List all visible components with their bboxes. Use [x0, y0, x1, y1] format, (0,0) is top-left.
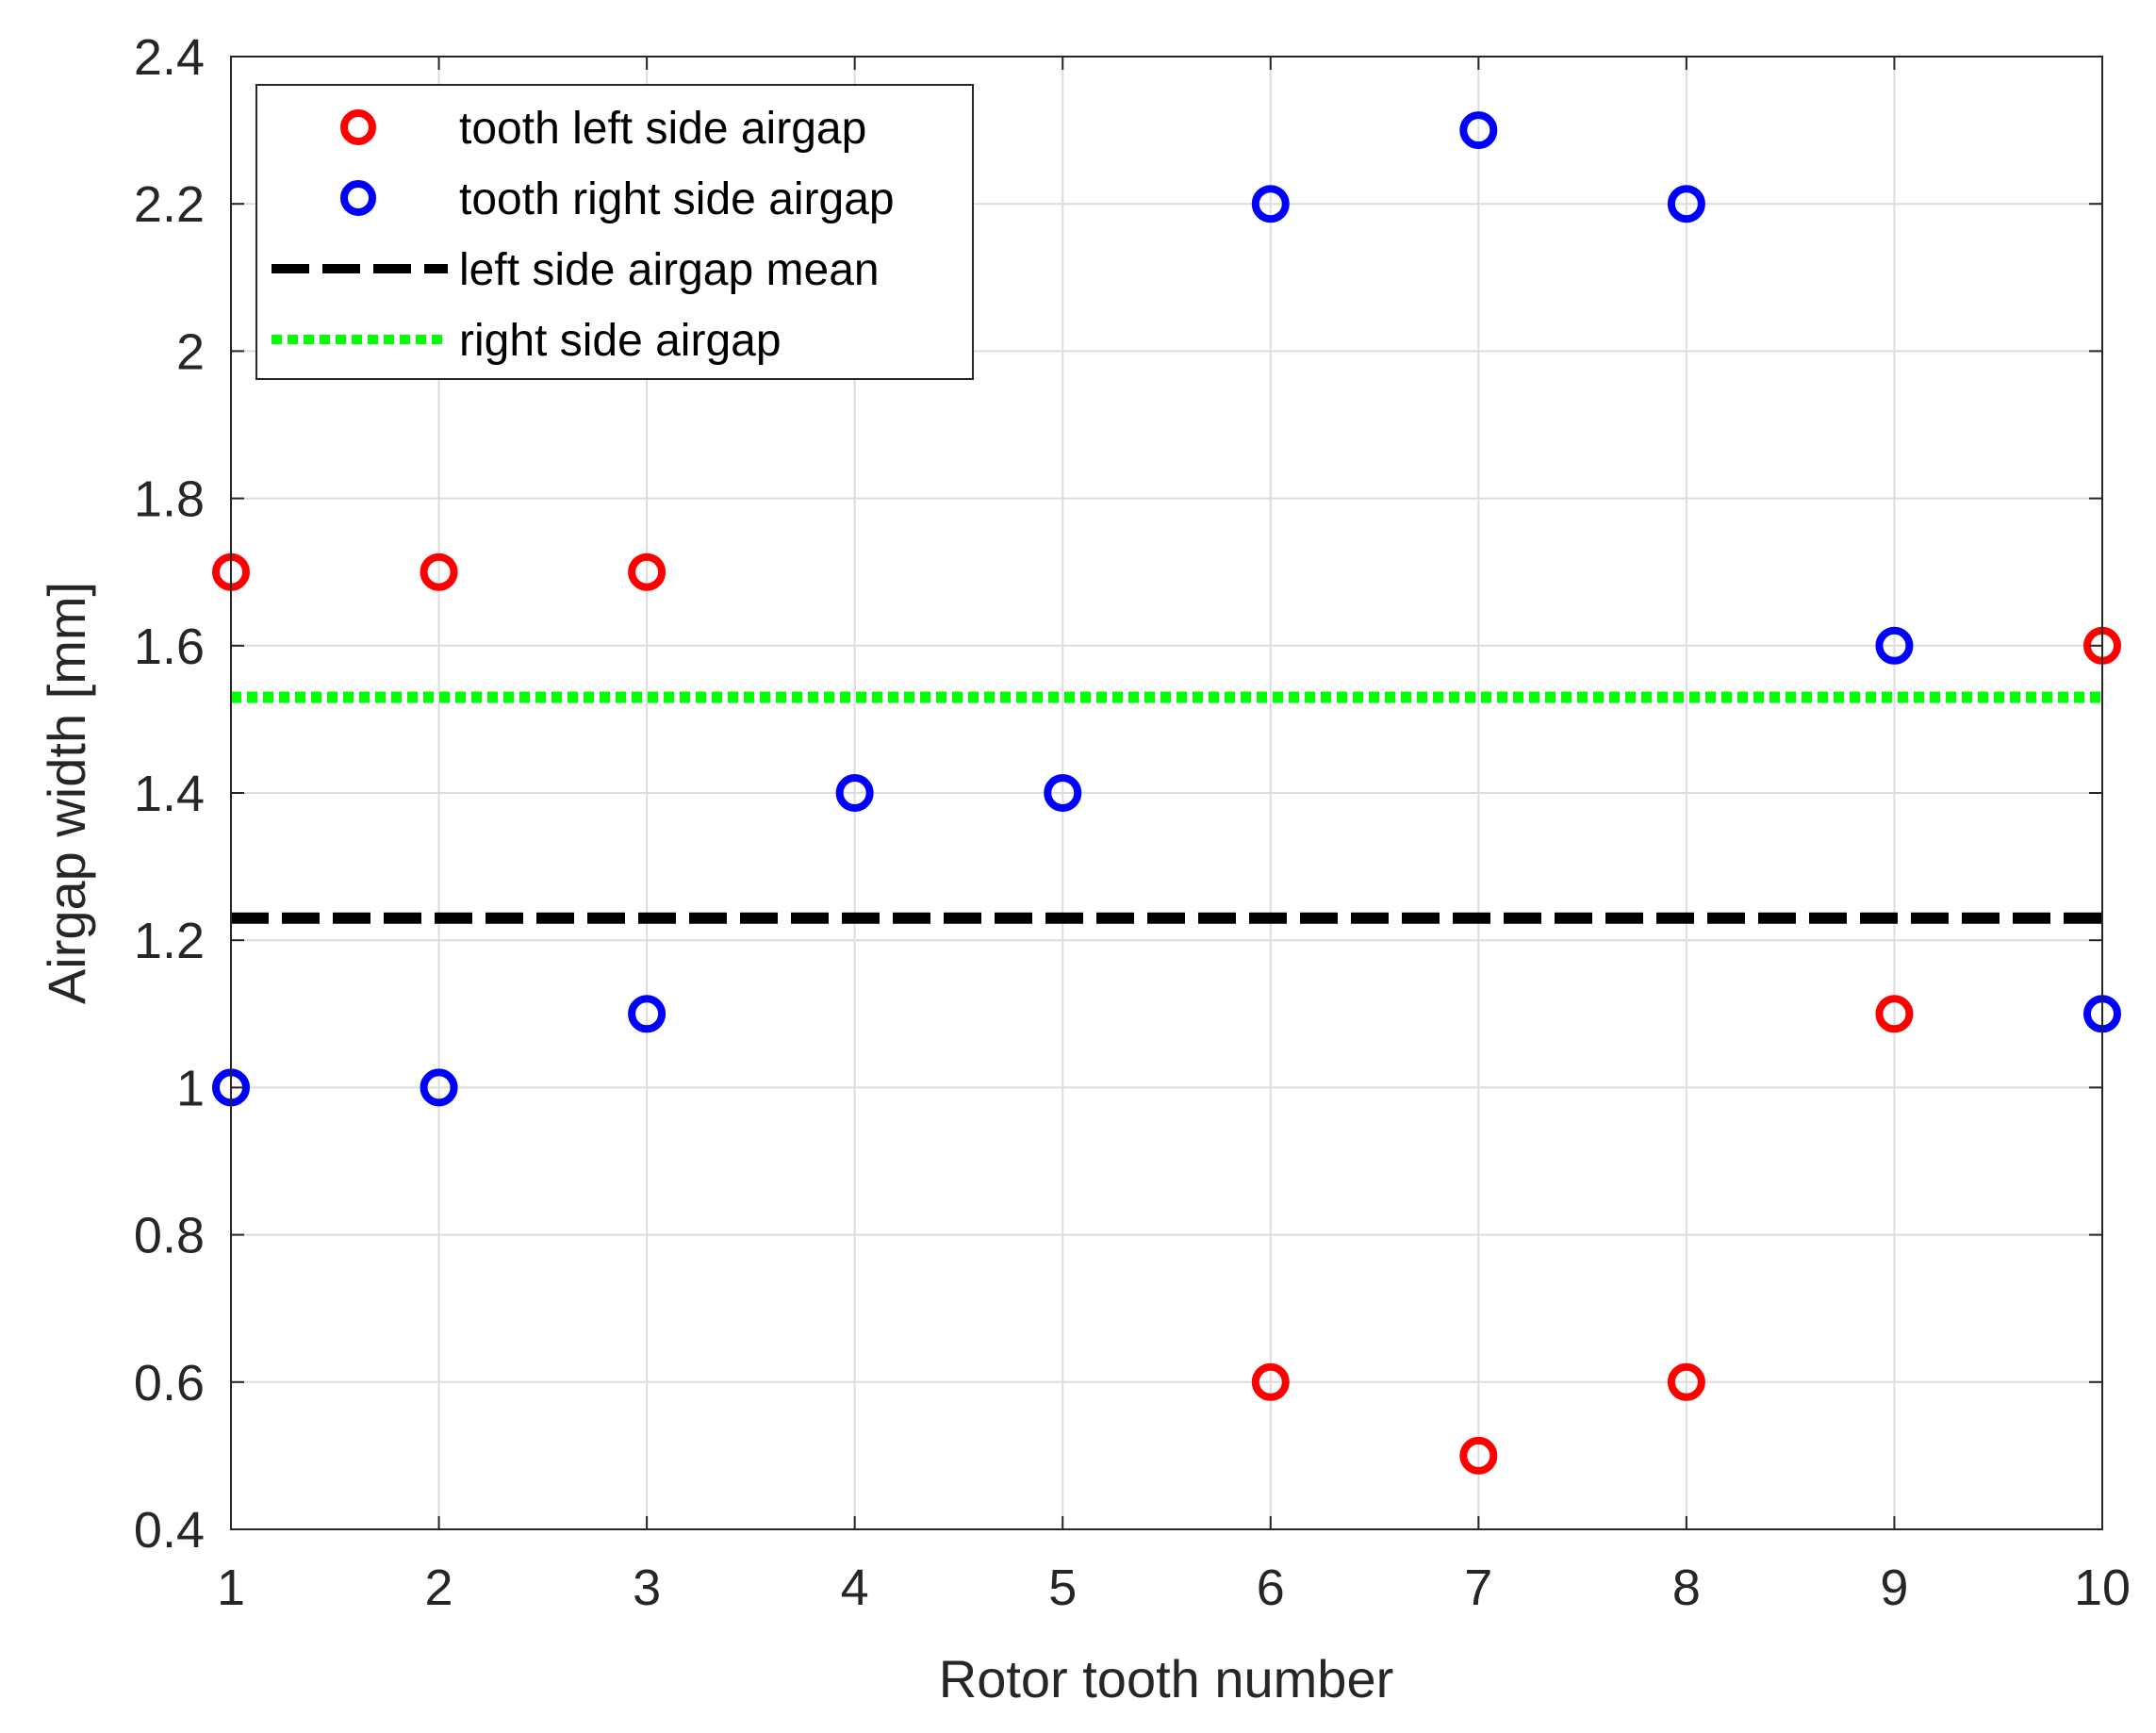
data-point: [1875, 995, 1914, 1033]
y-axis-label: Airgap width [mm]: [37, 582, 96, 1004]
y-tick-label: 0.4: [134, 1502, 205, 1559]
legend-label: tooth right side airgap: [459, 174, 895, 224]
legend-label: left side airgap mean: [459, 245, 880, 295]
data-point: [420, 1068, 458, 1107]
reference-lines: [231, 691, 2102, 924]
data-point: [628, 995, 667, 1033]
y-tick-label: 1.4: [134, 766, 205, 822]
x-tick-label: 6: [1257, 1560, 1285, 1616]
y-tick-label: 1.8: [134, 471, 205, 528]
x-axis-ticks: 1 2 3 4 5 6 7 8 9 10: [217, 57, 2131, 1616]
data-point: [1667, 185, 1705, 223]
data-point: [420, 553, 458, 591]
data-point: [1044, 774, 1082, 812]
grid: [230, 56, 2103, 1530]
legend-label: right side airgap: [459, 316, 782, 366]
y-tick-label: 1: [176, 1060, 205, 1116]
legend-box: [255, 84, 974, 380]
data-point: [835, 774, 874, 812]
data-point: [1459, 1436, 1498, 1475]
data-point: [1667, 1362, 1705, 1401]
legend-label: tooth left side airgap: [459, 104, 866, 154]
y-tick-label: 2: [176, 323, 205, 380]
x-tick-label: 8: [1672, 1560, 1701, 1616]
data-point: [1459, 111, 1498, 150]
x-tick-label: 2: [425, 1560, 453, 1616]
data-point: [1251, 185, 1290, 223]
x-axis-label: Rotor tooth number: [939, 1649, 1393, 1708]
legend: tooth left side airgap tooth right side a…: [255, 84, 974, 380]
legend-marker: [340, 109, 376, 145]
x-tick-label: 9: [1880, 1560, 1908, 1616]
x-tick-label: 5: [1048, 1560, 1077, 1616]
y-tick-label: 0.8: [134, 1208, 205, 1264]
y-tick-label: 2.4: [134, 29, 205, 86]
x-tick-label: 10: [2074, 1560, 2131, 1616]
x-tick-label: 4: [841, 1560, 869, 1616]
x-tick-label: 1: [217, 1560, 245, 1616]
x-tick-label: 7: [1464, 1560, 1492, 1616]
x-tick-label: 3: [633, 1560, 661, 1616]
y-tick-label: 2.2: [134, 176, 205, 233]
y-tick-label: 0.6: [134, 1355, 205, 1411]
legend-marker: [340, 180, 376, 216]
y-tick-label: 1.2: [134, 913, 205, 969]
data-point: [1251, 1362, 1290, 1401]
y-axis-ticks: 0.4 0.6 0.8 1 1.2 1.4 1.6 1.8 2 2.2 2.4: [134, 29, 2102, 1559]
y-tick-label: 1.6: [134, 619, 205, 675]
data-point: [628, 553, 667, 591]
data-point: [1875, 626, 1914, 665]
